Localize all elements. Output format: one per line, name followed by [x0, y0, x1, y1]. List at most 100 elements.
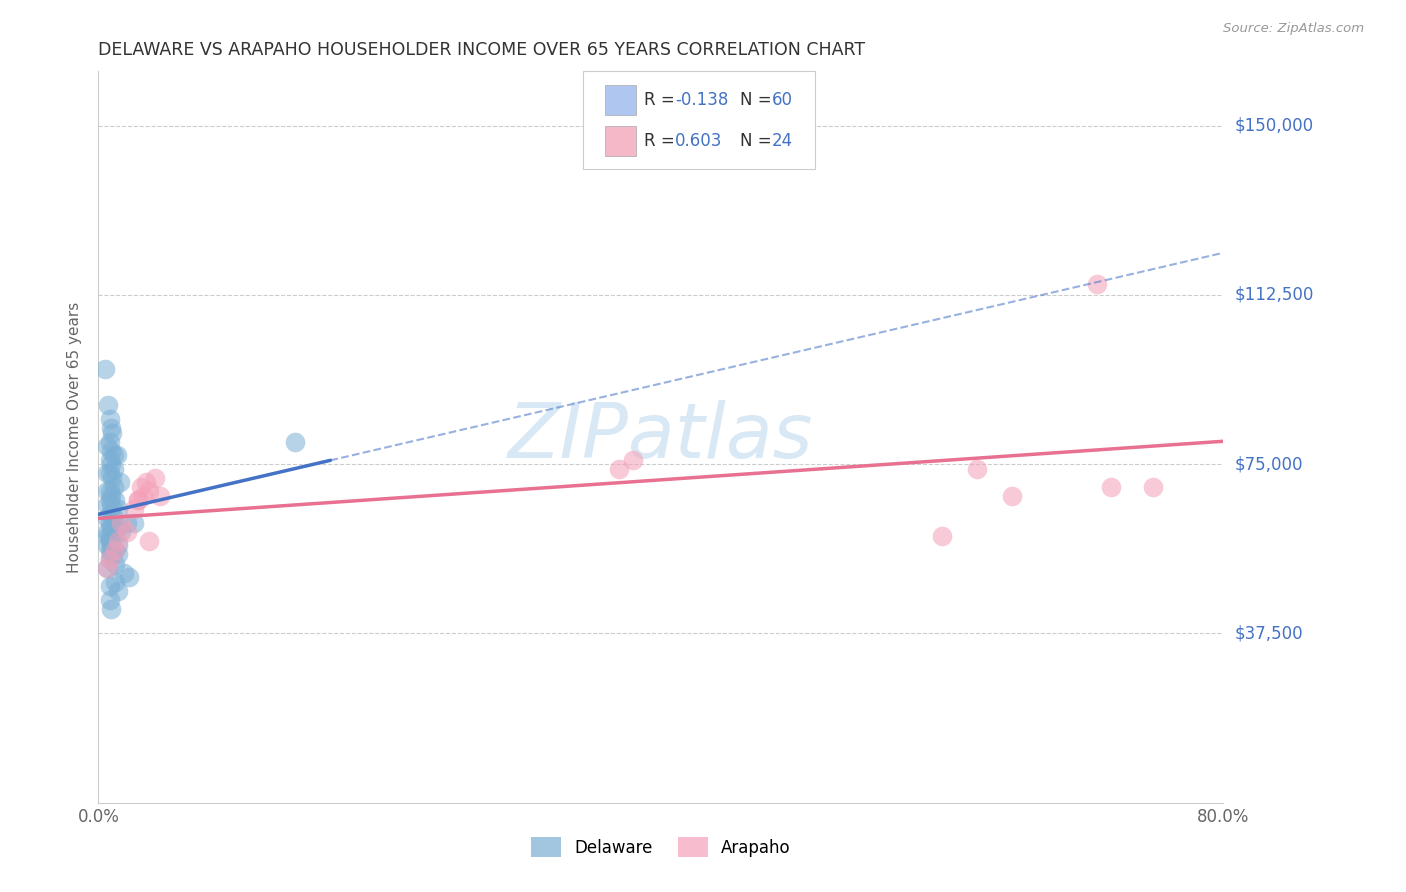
Point	[98, 484, 121, 499]
Point	[98, 434, 121, 449]
Point	[100, 457, 122, 471]
Point	[98, 552, 121, 566]
Point	[607, 461, 630, 475]
Text: R =: R =	[644, 132, 681, 150]
Point	[104, 543, 127, 558]
Point	[96, 561, 118, 575]
Point	[1099, 480, 1122, 494]
Point	[98, 516, 121, 530]
Text: Source: ZipAtlas.com: Source: ZipAtlas.com	[1223, 22, 1364, 36]
Point	[98, 533, 121, 548]
Point	[104, 493, 127, 508]
Text: $112,500: $112,500	[1234, 285, 1313, 304]
Point	[104, 543, 127, 558]
Point	[103, 480, 125, 494]
Point	[98, 592, 121, 607]
Point	[98, 543, 121, 558]
Point	[621, 452, 644, 467]
Point	[107, 538, 129, 552]
Legend: Delaware, Arapaho: Delaware, Arapaho	[524, 830, 797, 864]
Point	[96, 511, 118, 525]
Text: R =: R =	[644, 91, 681, 109]
Point	[100, 529, 122, 543]
Point	[132, 489, 155, 503]
Point	[101, 471, 124, 485]
Text: 0.603: 0.603	[675, 132, 723, 150]
Point	[104, 524, 127, 539]
Point	[103, 461, 125, 475]
Text: 60: 60	[772, 91, 793, 109]
Point	[107, 533, 129, 548]
Point	[100, 601, 122, 615]
Point	[115, 524, 138, 539]
Point	[98, 493, 121, 508]
Point	[107, 520, 129, 534]
Point	[143, 471, 166, 485]
Text: DELAWARE VS ARAPAHO HOUSEHOLDER INCOME OVER 65 YEARS CORRELATION CHART: DELAWARE VS ARAPAHO HOUSEHOLDER INCOME O…	[98, 41, 866, 59]
Point	[135, 475, 157, 490]
Point	[104, 574, 127, 589]
Point	[98, 507, 121, 521]
Point	[98, 452, 121, 467]
Point	[122, 516, 145, 530]
Point	[96, 524, 118, 539]
Point	[138, 484, 160, 499]
Text: 24: 24	[772, 132, 793, 150]
Point	[118, 570, 141, 584]
Point	[98, 552, 121, 566]
Point	[100, 520, 122, 534]
Point	[101, 507, 124, 521]
Point	[105, 448, 128, 462]
Point	[96, 561, 118, 575]
Point	[98, 412, 121, 426]
Point	[1001, 489, 1024, 503]
Point	[107, 502, 129, 516]
Point	[103, 448, 125, 462]
Text: N =: N =	[740, 132, 776, 150]
Text: N =: N =	[740, 91, 776, 109]
Point	[107, 583, 129, 598]
Point	[96, 529, 118, 543]
Point	[100, 538, 122, 552]
Point	[100, 498, 122, 512]
Point	[100, 548, 122, 562]
Point	[96, 466, 118, 480]
Point	[129, 480, 152, 494]
Point	[103, 511, 125, 525]
Point	[115, 516, 138, 530]
Point	[107, 548, 129, 562]
Point	[110, 524, 132, 539]
Point	[100, 443, 122, 458]
Point	[127, 493, 149, 508]
Point	[1142, 480, 1164, 494]
Text: ZIPatlas: ZIPatlas	[508, 401, 814, 474]
Point	[110, 516, 132, 530]
Point	[98, 529, 121, 543]
Point	[284, 434, 307, 449]
Text: -0.138: -0.138	[675, 91, 728, 109]
Point	[100, 421, 122, 435]
Point	[100, 489, 122, 503]
Point	[96, 484, 118, 499]
Point	[149, 489, 172, 503]
Point	[94, 362, 117, 376]
Y-axis label: Householder Income Over 65 years: Householder Income Over 65 years	[67, 301, 83, 573]
Point	[96, 439, 118, 453]
Point	[98, 466, 121, 480]
Point	[127, 493, 149, 508]
Point	[1085, 277, 1108, 291]
Point	[122, 502, 145, 516]
Point	[96, 538, 118, 552]
Point	[101, 425, 124, 440]
Text: $150,000: $150,000	[1234, 117, 1313, 135]
Point	[98, 579, 121, 593]
Text: $37,500: $37,500	[1234, 624, 1303, 642]
Point	[97, 399, 120, 413]
Point	[108, 475, 131, 490]
Point	[138, 533, 160, 548]
Point	[104, 557, 127, 571]
Point	[112, 566, 135, 580]
Point	[931, 529, 953, 543]
Point	[966, 461, 988, 475]
Point	[96, 498, 118, 512]
